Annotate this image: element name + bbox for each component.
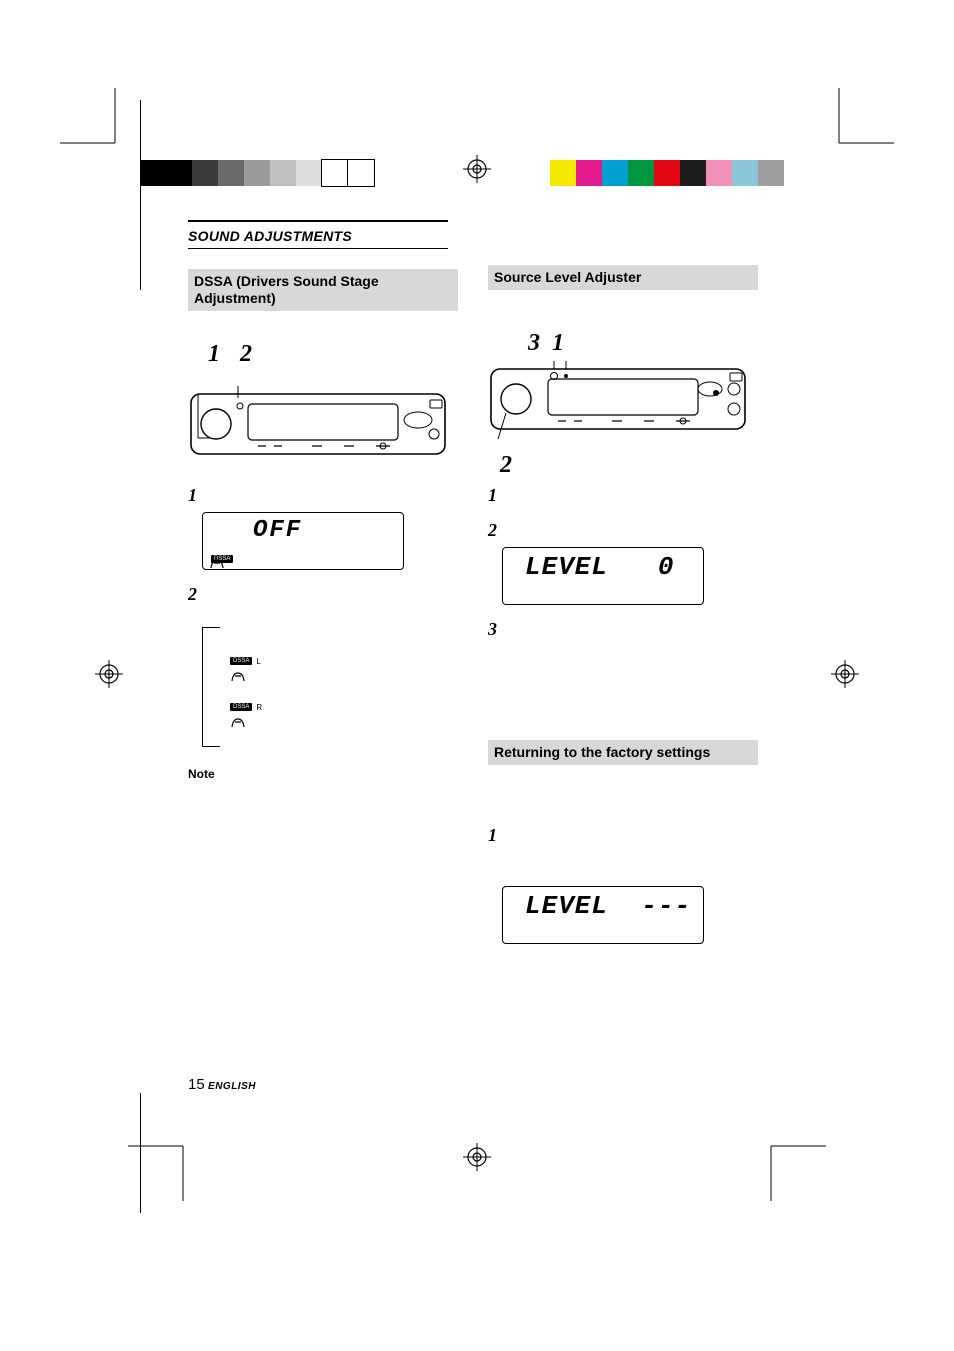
step-1-left: 1 <box>188 485 458 506</box>
factory-reset-heading: Returning to the factory settings <box>488 740 758 765</box>
page-number: 15 <box>188 1076 205 1093</box>
lcd-display-level-blank: LEVEL --- <box>502 886 704 944</box>
crop-mark-br <box>756 1131 826 1201</box>
registration-target-top <box>463 155 491 183</box>
lcd-level-label: LEVEL 0 <box>525 552 674 582</box>
callout-1: 1 <box>208 341 220 368</box>
registration-target-right <box>831 660 859 688</box>
page-footer: 15 ENGLISH <box>188 1076 256 1093</box>
car-seat-icon <box>230 715 246 729</box>
dssa-options-bracket: DSSA L DSSA R <box>202 627 458 747</box>
note-label: Note <box>188 767 458 781</box>
step-1-right: 1 <box>488 485 758 506</box>
dssa-r-badge: DSSA <box>230 703 252 711</box>
callout-2: 2 <box>240 341 252 368</box>
factory-step-1: 1 <box>488 825 758 846</box>
step-2-left: 2 <box>188 584 458 605</box>
callout-row-left: 1 2 <box>208 341 458 368</box>
language-label: ENGLISH <box>208 1081 256 1092</box>
lcd-display-off: OFF DSSA <box>202 512 404 570</box>
car-seat-icon <box>230 669 246 683</box>
crop-mark-tr <box>824 88 894 158</box>
color-colorbar <box>550 160 784 186</box>
section-title: SOUND ADJUSTMENTS <box>188 228 758 244</box>
callout-2r: 2 <box>500 452 512 479</box>
heading-rule-top <box>188 220 448 222</box>
step-3-right: 3 <box>488 619 758 640</box>
lcd-level-blank-label: LEVEL --- <box>525 891 691 921</box>
grayscale-colorbar <box>140 160 374 186</box>
crop-mark-tl <box>60 88 130 158</box>
page-tick-top <box>140 100 141 290</box>
step-2-right: 2 <box>488 520 758 541</box>
source-level-heading: Source Level Adjuster <box>488 265 758 290</box>
heading-rule-bottom <box>188 248 448 249</box>
car-stereo-illustration-2 <box>488 361 748 456</box>
callout-3: 3 <box>528 330 540 357</box>
dssa-l-badge: DSSA <box>230 657 252 665</box>
callout-1r: 1 <box>552 330 564 357</box>
car-stereo-illustration-1 <box>188 386 448 471</box>
dssa-r-label: R <box>256 703 262 712</box>
car-seat-icon <box>209 556 225 573</box>
crop-mark-bl <box>128 1131 198 1201</box>
lcd-display-level-0: LEVEL 0 <box>502 547 704 605</box>
dssa-heading: DSSA (Drivers Sound Stage Adjustment) <box>188 269 458 311</box>
callout-row-right-bottom: 2 <box>500 452 758 479</box>
dssa-l-label: L <box>256 657 260 666</box>
registration-target-bottom <box>463 1143 491 1171</box>
callout-row-right-top: 3 1 <box>528 330 758 357</box>
registration-target-left <box>95 660 123 688</box>
lcd-text-off: OFF <box>253 517 302 544</box>
